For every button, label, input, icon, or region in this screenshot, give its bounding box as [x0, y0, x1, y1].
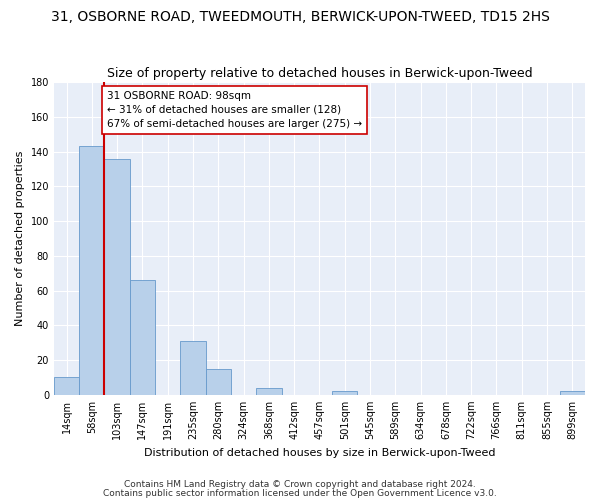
Bar — [256, 388, 281, 395]
Text: Contains HM Land Registry data © Crown copyright and database right 2024.: Contains HM Land Registry data © Crown c… — [124, 480, 476, 489]
Text: 31, OSBORNE ROAD, TWEEDMOUTH, BERWICK-UPON-TWEED, TD15 2HS: 31, OSBORNE ROAD, TWEEDMOUTH, BERWICK-UP… — [50, 10, 550, 24]
Bar — [130, 280, 155, 395]
Bar — [54, 378, 79, 395]
Text: 31 OSBORNE ROAD: 98sqm
← 31% of detached houses are smaller (128)
67% of semi-de: 31 OSBORNE ROAD: 98sqm ← 31% of detached… — [107, 90, 362, 128]
Bar — [79, 146, 104, 395]
Text: Contains public sector information licensed under the Open Government Licence v3: Contains public sector information licen… — [103, 488, 497, 498]
Bar — [332, 392, 358, 395]
Bar — [104, 158, 130, 395]
Bar — [181, 341, 206, 395]
Y-axis label: Number of detached properties: Number of detached properties — [15, 150, 25, 326]
Bar — [560, 392, 585, 395]
Title: Size of property relative to detached houses in Berwick-upon-Tweed: Size of property relative to detached ho… — [107, 66, 532, 80]
X-axis label: Distribution of detached houses by size in Berwick-upon-Tweed: Distribution of detached houses by size … — [144, 448, 495, 458]
Bar — [206, 368, 231, 395]
